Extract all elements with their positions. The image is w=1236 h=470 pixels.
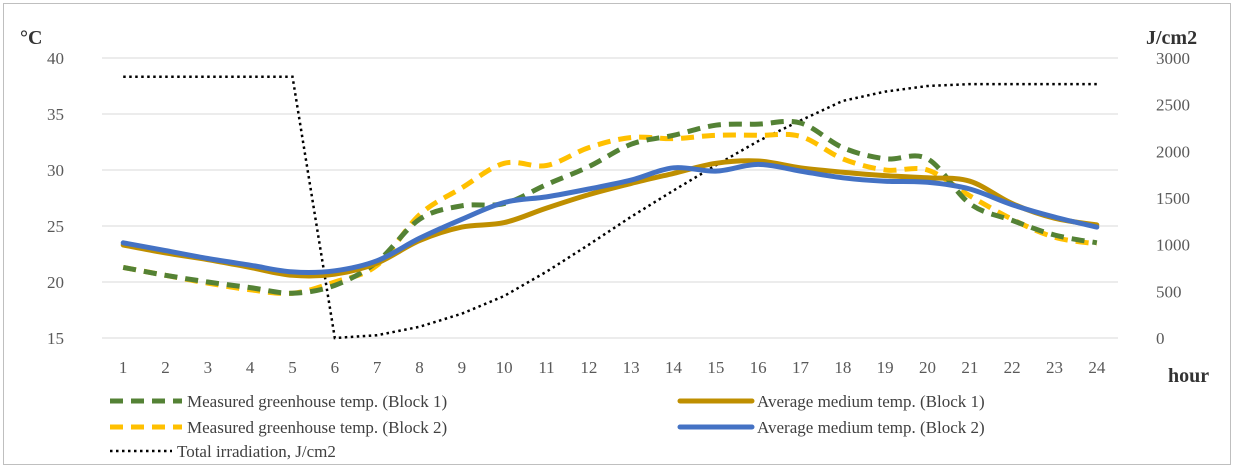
y-left-tick-label: 25 [47,217,64,236]
x-tick-label: 9 [458,358,467,377]
y-left-axis-label: °C [20,27,42,49]
series-line-0 [122,118,1098,296]
y-left-tick-label: 15 [47,329,64,348]
x-tick-label: 21 [961,358,978,377]
x-tick-label: 18 [834,358,851,377]
series-line-4 [123,75,1097,340]
x-tick-label: 3 [204,358,213,377]
x-tick-label: 22 [1004,358,1021,377]
x-tick-label: 1 [119,358,128,377]
y-right-tick-label: 2000 [1156,142,1190,161]
y-right-tick-label: 1000 [1156,236,1190,255]
y-right-tick-label: 0 [1156,329,1165,348]
y-right-tick-label: 500 [1156,282,1182,301]
y-left-tick-label: 20 [47,273,64,292]
x-tick-label: 17 [792,358,810,377]
legend-entry-label: Average medium temp. (Block 2) [757,418,985,437]
x-axis-unit-label: hour [1168,365,1209,387]
x-tick-label: 8 [415,358,424,377]
legend-entry-label: Average medium temp. (Block 1) [757,392,985,411]
y-right-tick-label: 2500 [1156,96,1190,115]
x-tick-label: 2 [161,358,170,377]
x-tick-label: 20 [919,358,936,377]
x-tick-label: 7 [373,358,382,377]
y-left-tick-label: 40 [47,49,64,68]
x-tick-label: 23 [1046,358,1063,377]
y-right-axis-label: J/cm2 [1146,27,1197,49]
x-tick-label: 11 [538,358,554,377]
x-tick-label: 15 [707,358,724,377]
legend-entry-label: Total irradiation, J/cm2 [177,442,336,461]
x-tick-label: 14 [665,358,683,377]
y-right-tick-label: 3000 [1156,49,1190,68]
x-tick-label: 13 [623,358,640,377]
y-right-tick-label: 1500 [1156,189,1190,208]
x-tick-label: 19 [877,358,894,377]
x-tick-label: 24 [1088,358,1106,377]
x-tick-label: 10 [496,358,513,377]
y-left-tick-label: 30 [47,161,64,180]
series-line-2 [120,158,1100,279]
x-tick-label: 4 [246,358,255,377]
legend-entry-label: Measured greenhouse temp. (Block 1) [187,392,447,411]
series-line-3 [120,161,1100,275]
x-tick-label: 12 [580,358,597,377]
legend-entry-label: Measured greenhouse temp. (Block 2) [187,418,447,437]
x-tick-label: 5 [288,358,297,377]
x-tick-label: 16 [750,358,767,377]
y-left-tick-label: 35 [47,105,64,124]
chart-frame [3,3,1231,465]
x-tick-label: 6 [331,358,340,377]
